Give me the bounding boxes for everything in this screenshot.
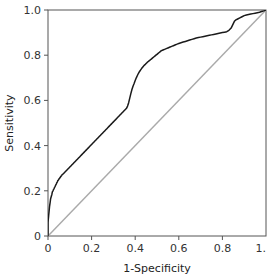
y-tick [44,236,48,237]
y-tick [44,190,48,191]
x-tick [48,236,49,240]
y-tick [44,100,48,101]
y-tick-label: 0.2 [24,185,42,198]
y-tick [44,10,48,11]
y-tick [44,145,48,146]
y-tick-label: 1.0 [24,4,42,17]
x-tick-label: 0 [45,242,52,255]
y-axis-label: Sensitivity [3,94,16,152]
y-tick-label: 0.6 [24,94,42,107]
plot-frame [48,10,266,236]
x-tick-label: 0.2 [83,242,101,255]
x-tick [91,236,92,240]
x-tick-label: 0.4 [126,242,144,255]
x-axis-label: 1-Specificity [123,262,191,275]
x-tick-label: 0.8 [214,242,232,255]
chart: 0 0.2 0.4 0.6 0.8 0 0.2 0.4 0.6 0.8 1.0 1. 1-Specifi… [0,0,280,280]
x-tick-label: 0.6 [170,242,188,255]
x-tick [222,236,223,240]
y-tick-label: 0.4 [24,140,42,153]
line [48,10,266,236]
x-tick [178,236,179,240]
line [48,10,266,236]
y-tick-label: 0 [34,230,41,243]
y-tick [44,55,48,56]
x-tick [135,236,136,240]
y-tick-label: 0.8 [24,49,42,62]
annotation: 1. [256,242,267,255]
plot-area [48,10,266,236]
